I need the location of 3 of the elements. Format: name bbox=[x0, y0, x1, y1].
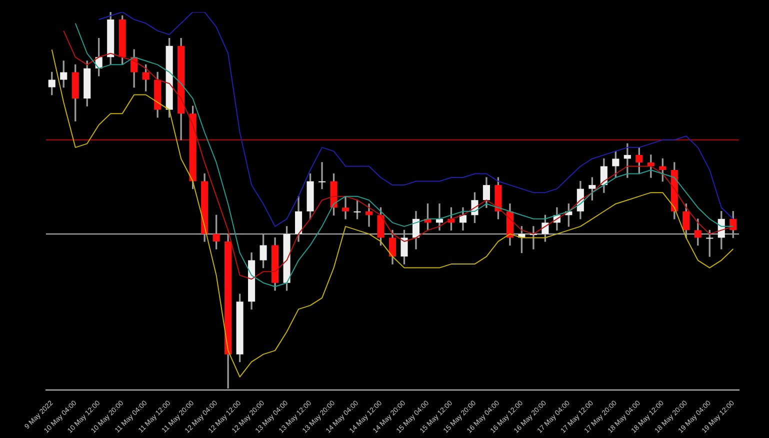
candlestick bbox=[318, 162, 326, 190]
candlestick bbox=[365, 204, 373, 227]
candlestick bbox=[342, 196, 350, 220]
